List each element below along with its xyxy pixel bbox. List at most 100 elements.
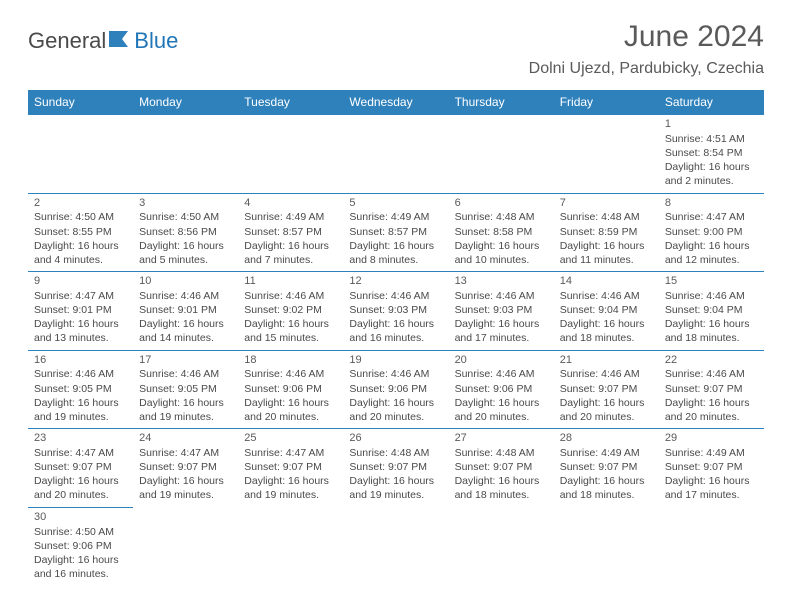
- day-number: 8: [665, 196, 758, 211]
- day-info-line: Daylight: 16 hours: [665, 317, 758, 331]
- day-info-line: and 18 minutes.: [560, 488, 653, 502]
- day-info-line: Sunset: 9:06 PM: [34, 539, 127, 553]
- calendar-empty-cell: [449, 115, 554, 194]
- calendar-day-cell: 28Sunrise: 4:49 AMSunset: 9:07 PMDayligh…: [554, 429, 659, 508]
- day-info-line: and 19 minutes.: [244, 488, 337, 502]
- day-info-line: Sunset: 9:06 PM: [349, 382, 442, 396]
- calendar-empty-cell: [554, 115, 659, 194]
- day-info-line: Sunset: 9:07 PM: [244, 460, 337, 474]
- calendar-week-row: 23Sunrise: 4:47 AMSunset: 9:07 PMDayligh…: [28, 429, 764, 508]
- calendar-day-cell: 10Sunrise: 4:46 AMSunset: 9:01 PMDayligh…: [133, 272, 238, 351]
- header: General Blue June 2024 Dolni Ujezd, Pard…: [28, 20, 764, 78]
- logo: General Blue: [28, 28, 178, 54]
- day-info-line: and 20 minutes.: [244, 410, 337, 424]
- calendar-week-row: 2Sunrise: 4:50 AMSunset: 8:55 PMDaylight…: [28, 193, 764, 272]
- day-info-line: Daylight: 16 hours: [455, 474, 548, 488]
- day-info-line: Sunrise: 4:49 AM: [244, 210, 337, 224]
- day-info-line: Daylight: 16 hours: [349, 317, 442, 331]
- day-info-line: Sunset: 9:01 PM: [34, 303, 127, 317]
- day-info-line: Daylight: 16 hours: [349, 239, 442, 253]
- day-info-line: and 17 minutes.: [455, 331, 548, 345]
- day-info-line: Daylight: 16 hours: [455, 239, 548, 253]
- calendar-day-cell: 19Sunrise: 4:46 AMSunset: 9:06 PMDayligh…: [343, 350, 448, 429]
- day-info-line: Daylight: 16 hours: [244, 474, 337, 488]
- day-info-line: and 14 minutes.: [139, 331, 232, 345]
- day-info-line: Sunset: 9:06 PM: [244, 382, 337, 396]
- calendar-week-row: 30Sunrise: 4:50 AMSunset: 9:06 PMDayligh…: [28, 507, 764, 585]
- day-info-line: and 18 minutes.: [560, 331, 653, 345]
- calendar-day-cell: 3Sunrise: 4:50 AMSunset: 8:56 PMDaylight…: [133, 193, 238, 272]
- day-info-line: Daylight: 16 hours: [244, 239, 337, 253]
- day-info-line: Daylight: 16 hours: [34, 239, 127, 253]
- calendar-empty-cell: [554, 507, 659, 585]
- day-number: 9: [34, 274, 127, 289]
- day-info-line: Sunset: 9:03 PM: [349, 303, 442, 317]
- day-info-line: and 15 minutes.: [244, 331, 337, 345]
- calendar-day-cell: 9Sunrise: 4:47 AMSunset: 9:01 PMDaylight…: [28, 272, 133, 351]
- day-info-line: Sunrise: 4:46 AM: [665, 367, 758, 381]
- day-info-line: and 16 minutes.: [34, 567, 127, 581]
- calendar-day-cell: 22Sunrise: 4:46 AMSunset: 9:07 PMDayligh…: [659, 350, 764, 429]
- calendar-empty-cell: [133, 115, 238, 194]
- day-info-line: Sunrise: 4:49 AM: [665, 446, 758, 460]
- calendar-day-cell: 29Sunrise: 4:49 AMSunset: 9:07 PMDayligh…: [659, 429, 764, 508]
- day-number: 2: [34, 196, 127, 211]
- calendar-day-cell: 16Sunrise: 4:46 AMSunset: 9:05 PMDayligh…: [28, 350, 133, 429]
- day-number: 26: [349, 431, 442, 446]
- day-info-line: Daylight: 16 hours: [560, 239, 653, 253]
- day-number: 18: [244, 353, 337, 368]
- calendar-empty-cell: [343, 115, 448, 194]
- day-info-line: Sunset: 9:04 PM: [560, 303, 653, 317]
- day-info-line: Daylight: 16 hours: [560, 396, 653, 410]
- logo-text-general: General: [28, 28, 106, 54]
- calendar-day-cell: 24Sunrise: 4:47 AMSunset: 9:07 PMDayligh…: [133, 429, 238, 508]
- day-info-line: Sunrise: 4:46 AM: [139, 289, 232, 303]
- calendar-day-cell: 1Sunrise: 4:51 AMSunset: 8:54 PMDaylight…: [659, 115, 764, 194]
- day-number: 14: [560, 274, 653, 289]
- day-number: 21: [560, 353, 653, 368]
- day-info-line: and 19 minutes.: [139, 488, 232, 502]
- logo-text-blue: Blue: [134, 28, 178, 54]
- day-info-line: Daylight: 16 hours: [34, 396, 127, 410]
- day-info-line: Daylight: 16 hours: [349, 396, 442, 410]
- day-info-line: Daylight: 16 hours: [244, 317, 337, 331]
- day-info-line: and 18 minutes.: [455, 488, 548, 502]
- calendar-table: Sunday Monday Tuesday Wednesday Thursday…: [28, 90, 764, 585]
- calendar-empty-cell: [28, 115, 133, 194]
- day-number: 17: [139, 353, 232, 368]
- calendar-day-cell: 2Sunrise: 4:50 AMSunset: 8:55 PMDaylight…: [28, 193, 133, 272]
- day-info-line: Daylight: 16 hours: [665, 239, 758, 253]
- day-info-line: and 19 minutes.: [139, 410, 232, 424]
- calendar-day-cell: 13Sunrise: 4:46 AMSunset: 9:03 PMDayligh…: [449, 272, 554, 351]
- day-info-line: Sunrise: 4:50 AM: [139, 210, 232, 224]
- day-info-line: Sunrise: 4:50 AM: [34, 210, 127, 224]
- day-info-line: Sunset: 9:00 PM: [665, 225, 758, 239]
- calendar-day-cell: 26Sunrise: 4:48 AMSunset: 9:07 PMDayligh…: [343, 429, 448, 508]
- day-info-line: Sunrise: 4:46 AM: [349, 367, 442, 381]
- day-info-line: and 13 minutes.: [34, 331, 127, 345]
- day-info-line: Sunrise: 4:46 AM: [244, 289, 337, 303]
- day-info-line: Sunset: 9:05 PM: [139, 382, 232, 396]
- calendar-day-cell: 8Sunrise: 4:47 AMSunset: 9:00 PMDaylight…: [659, 193, 764, 272]
- calendar-day-cell: 20Sunrise: 4:46 AMSunset: 9:06 PMDayligh…: [449, 350, 554, 429]
- day-number: 11: [244, 274, 337, 289]
- day-info-line: Daylight: 16 hours: [34, 474, 127, 488]
- day-info-line: Sunrise: 4:49 AM: [560, 446, 653, 460]
- day-info-line: and 11 minutes.: [560, 253, 653, 267]
- day-number: 22: [665, 353, 758, 368]
- day-info-line: Daylight: 16 hours: [560, 474, 653, 488]
- day-info-line: Sunset: 9:02 PM: [244, 303, 337, 317]
- day-info-line: Sunrise: 4:48 AM: [349, 446, 442, 460]
- calendar-week-row: 1Sunrise: 4:51 AMSunset: 8:54 PMDaylight…: [28, 115, 764, 194]
- calendar-day-cell: 14Sunrise: 4:46 AMSunset: 9:04 PMDayligh…: [554, 272, 659, 351]
- day-info-line: Sunset: 9:07 PM: [34, 460, 127, 474]
- day-info-line: Daylight: 16 hours: [139, 239, 232, 253]
- day-info-line: and 19 minutes.: [34, 410, 127, 424]
- day-info-line: Sunset: 8:55 PM: [34, 225, 127, 239]
- day-info-line: and 4 minutes.: [34, 253, 127, 267]
- day-info-line: Sunrise: 4:46 AM: [34, 367, 127, 381]
- day-number: 15: [665, 274, 758, 289]
- day-number: 28: [560, 431, 653, 446]
- calendar-empty-cell: [449, 507, 554, 585]
- calendar-day-cell: 30Sunrise: 4:50 AMSunset: 9:06 PMDayligh…: [28, 507, 133, 585]
